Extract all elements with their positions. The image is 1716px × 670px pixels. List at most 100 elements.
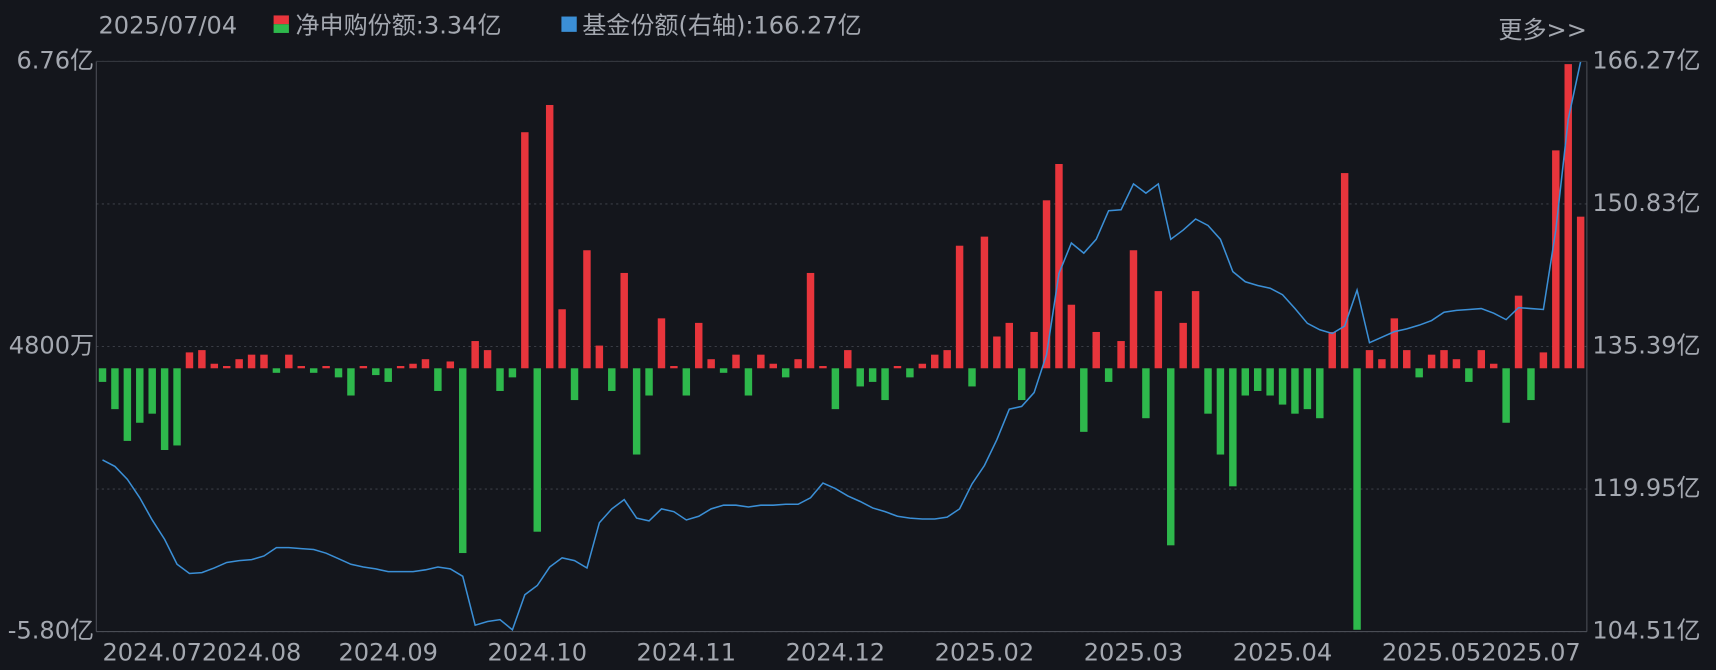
bar — [1477, 350, 1486, 369]
bar — [160, 368, 169, 450]
bar — [632, 368, 641, 455]
bar — [595, 345, 604, 369]
bar — [260, 354, 268, 369]
bar — [1378, 359, 1386, 369]
bar — [732, 354, 740, 369]
bar — [769, 363, 777, 369]
bar — [1564, 64, 1572, 369]
y-tick-label: 6.76亿 — [16, 46, 94, 74]
bar — [1278, 368, 1287, 405]
bar — [1415, 368, 1423, 378]
bar — [1092, 331, 1100, 369]
bar — [831, 368, 840, 410]
bar — [1576, 216, 1585, 369]
x-tick-label: 2024.11 — [637, 638, 737, 666]
bar — [334, 368, 343, 378]
bar — [1502, 368, 1510, 423]
bar — [359, 366, 368, 369]
legend-swatch-line — [561, 16, 577, 32]
bar — [185, 352, 194, 369]
bar — [247, 354, 256, 369]
bar — [434, 368, 442, 391]
bar — [210, 363, 219, 369]
bar — [272, 368, 281, 373]
legend-swatch-positive — [273, 15, 289, 25]
bar — [620, 272, 628, 369]
bar — [1291, 368, 1299, 414]
bar — [421, 359, 430, 369]
x-tick-label: 2024.09 — [338, 638, 438, 666]
bar — [409, 363, 417, 369]
bar — [1142, 368, 1150, 419]
bar — [1552, 150, 1560, 369]
bar — [483, 350, 492, 369]
bar — [322, 366, 330, 369]
bar — [1204, 368, 1212, 414]
bar — [868, 368, 877, 382]
legend-sep: : — [745, 11, 753, 39]
bar — [819, 366, 827, 369]
bar — [893, 366, 902, 369]
bar — [1154, 291, 1163, 369]
y2-tick-label: 135.39亿 — [1592, 331, 1700, 359]
y-tick-label: -5.80亿 — [8, 617, 94, 645]
bar — [223, 366, 231, 369]
x-tick-label: 2024.10 — [488, 638, 588, 666]
bar — [1328, 331, 1336, 369]
bar — [844, 350, 852, 369]
bar — [1117, 341, 1125, 369]
bar — [1303, 368, 1312, 410]
legend-swatch-negative — [273, 24, 289, 33]
bar — [906, 368, 914, 378]
bar — [558, 309, 566, 369]
y2-tick-label: 166.27亿 — [1592, 46, 1700, 74]
bar — [148, 368, 156, 414]
more-link[interactable]: 更多>> — [1498, 16, 1586, 44]
bar — [993, 336, 1001, 369]
bar — [1216, 368, 1225, 455]
bar — [235, 359, 243, 369]
bar — [123, 368, 132, 441]
bar — [1340, 173, 1349, 369]
y2-tick-label: 104.51亿 — [1592, 617, 1700, 645]
bar — [1365, 350, 1374, 369]
legend-entry: 净申购份额:3.34亿 — [295, 11, 501, 39]
bar — [136, 368, 144, 423]
bar — [521, 132, 529, 369]
bar — [757, 354, 765, 369]
bar — [1030, 331, 1038, 369]
header-date: 2025/07/04 — [98, 11, 237, 39]
x-tick-label: 2024.08 — [202, 638, 302, 666]
bar — [384, 368, 392, 382]
legend-name: 净申购份额 — [295, 11, 415, 39]
bar — [533, 368, 541, 532]
bar — [719, 368, 728, 373]
bar — [657, 318, 666, 369]
bar — [496, 368, 504, 391]
bar — [1253, 368, 1262, 391]
bar — [608, 368, 616, 391]
bar — [794, 359, 802, 369]
bar — [570, 368, 579, 401]
bar — [347, 368, 355, 396]
bar — [1539, 352, 1548, 369]
bar — [1167, 368, 1175, 546]
bar — [1527, 368, 1535, 401]
bar — [980, 236, 989, 369]
bar — [285, 354, 293, 369]
bar — [1452, 359, 1461, 369]
bar — [1104, 368, 1113, 382]
bar — [297, 366, 305, 369]
legend-name: 基金份额(右轴) — [582, 11, 745, 39]
legend-value: 166.27亿 — [753, 11, 861, 39]
bar — [955, 245, 964, 369]
bar — [545, 104, 554, 369]
bar — [459, 368, 467, 554]
legend-sep: : — [416, 11, 424, 39]
bar — [1179, 322, 1187, 369]
bar — [695, 322, 703, 369]
bar — [98, 368, 107, 382]
